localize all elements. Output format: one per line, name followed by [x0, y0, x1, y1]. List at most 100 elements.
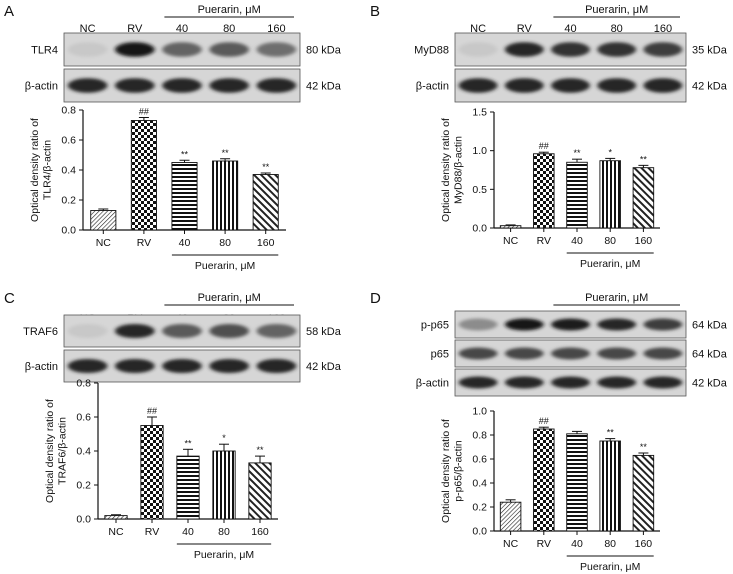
bar — [171, 162, 198, 231]
y-tick-label: 0.0 — [61, 225, 76, 237]
blot-band — [162, 358, 202, 374]
significance-marker: ** — [184, 438, 192, 448]
x-tick-label: RV — [537, 235, 551, 247]
treatment-label-top: Puerarin, μM — [198, 4, 261, 16]
blot-band — [162, 323, 202, 339]
blot-band — [643, 42, 683, 57]
blot-band — [67, 358, 108, 374]
y-tick-label: 1.0 — [472, 145, 487, 157]
blot-band — [551, 347, 590, 360]
blot-protein-label: p65 — [431, 349, 449, 361]
y-tick-label: 0.0 — [472, 526, 487, 538]
bar — [632, 454, 655, 532]
significance-marker: ## — [539, 416, 549, 426]
significance-marker: ** — [256, 445, 264, 455]
y-tick-label: 0.6 — [76, 412, 91, 424]
bar — [252, 174, 279, 231]
significance-marker: * — [608, 147, 612, 157]
blot-band — [458, 318, 498, 331]
treatment-label-top: Puerarin, μM — [585, 4, 648, 16]
blot-band — [504, 347, 544, 360]
blot-band — [643, 78, 683, 93]
y-tick-label: 0.0 — [76, 514, 91, 526]
blot-protein-label: β-actin — [25, 361, 58, 373]
y-tick-label: 0.2 — [76, 480, 91, 492]
blot-protein-label: TRAF6 — [23, 326, 58, 338]
x-tick-label: 40 — [571, 235, 583, 247]
y-tick-label: 0.4 — [76, 446, 91, 458]
x-tick-label: RV — [537, 538, 551, 550]
lane-label: 40 — [176, 23, 188, 35]
blot-band — [551, 376, 590, 389]
blot-band — [256, 42, 297, 57]
y-axis-label: Optical density ratio ofMyD88/β-actin — [440, 118, 465, 222]
blot-kda-label: 35 kDa — [692, 45, 728, 57]
lane-label: RV — [127, 23, 143, 35]
blot-kda-label: 64 kDa — [692, 320, 728, 332]
bar — [130, 120, 157, 231]
blot-band — [256, 358, 297, 374]
blot-band — [551, 318, 590, 331]
x-axis-label: Puerarin, μM — [580, 258, 640, 270]
bar — [248, 462, 272, 520]
blot-band — [643, 347, 683, 360]
blot-band — [114, 323, 155, 339]
panel-c-svg: C Puerarin, μM NC RV 40 80 160 TRAF6 58 kDa β-act… — [4, 290, 342, 561]
panel-a-svg: A Puerarin, μM NC RV 40 80 160 TLR4 80 kDa β-acti… — [4, 3, 342, 272]
bar — [566, 433, 588, 532]
bar — [499, 225, 522, 229]
blot-band — [504, 318, 544, 331]
blot-band — [114, 42, 155, 57]
y-tick-label: 0.8 — [76, 378, 91, 390]
significance-marker: ## — [139, 107, 149, 117]
blot-band — [458, 78, 498, 93]
significance-marker: ** — [640, 154, 648, 164]
blot-band — [209, 42, 250, 57]
blot-band — [643, 376, 683, 389]
significance-marker: ** — [607, 428, 615, 438]
blot-band — [162, 42, 202, 57]
x-tick-label: NC — [503, 538, 519, 550]
significance-marker: ## — [147, 406, 157, 416]
x-tick-label: RV — [145, 526, 159, 538]
bar — [212, 450, 236, 520]
significance-marker: ** — [573, 148, 581, 158]
treatment-label-top: Puerarin, μM — [585, 292, 648, 304]
y-tick-label: 0.5 — [472, 184, 487, 196]
panel-letter: C — [4, 290, 15, 307]
x-axis-label: Puerarin, μM — [194, 549, 254, 561]
blot-band — [458, 376, 498, 389]
bar — [566, 161, 588, 229]
blot-band — [256, 323, 297, 339]
y-tick-label: 0.6 — [472, 454, 487, 466]
lane-label: NC — [80, 23, 96, 35]
blot-kda-label: 58 kDa — [306, 326, 342, 338]
x-tick-label: NC — [108, 526, 124, 538]
y-axis-label: Optical density ratio ofTRAF6/β-actin — [44, 399, 69, 503]
lane-label: 160 — [654, 23, 672, 35]
blot-band — [597, 347, 637, 360]
significance-marker: ** — [181, 149, 189, 159]
bar — [140, 425, 164, 520]
blot-protein-label: β-actin — [416, 378, 449, 390]
blot-kda-label: 42 kDa — [306, 361, 342, 373]
treatment-label-top: Puerarin, μM — [198, 292, 261, 304]
panel-letter: B — [370, 3, 380, 20]
x-tick-label: 40 — [182, 526, 194, 538]
bar — [104, 515, 128, 520]
blot-kda-label: 42 kDa — [692, 378, 728, 390]
significance-marker: ## — [539, 141, 549, 151]
x-tick-label: RV — [137, 237, 151, 249]
blot-kda-label: 80 kDa — [306, 45, 342, 57]
blot-band — [504, 42, 544, 57]
blot-band — [458, 347, 498, 360]
blot-protein-label: β-actin — [416, 81, 449, 93]
blot-band — [67, 323, 108, 339]
significance-marker: ** — [640, 442, 648, 452]
panel-b-svg: B Puerarin, μM NC RV 40 80 160 MyD88 35 kDa β-act… — [370, 3, 728, 270]
bar — [599, 440, 621, 532]
y-tick-label: 0.2 — [61, 195, 76, 207]
blot-band — [209, 358, 250, 374]
panel-letter: D — [370, 290, 381, 307]
bar — [599, 160, 621, 229]
